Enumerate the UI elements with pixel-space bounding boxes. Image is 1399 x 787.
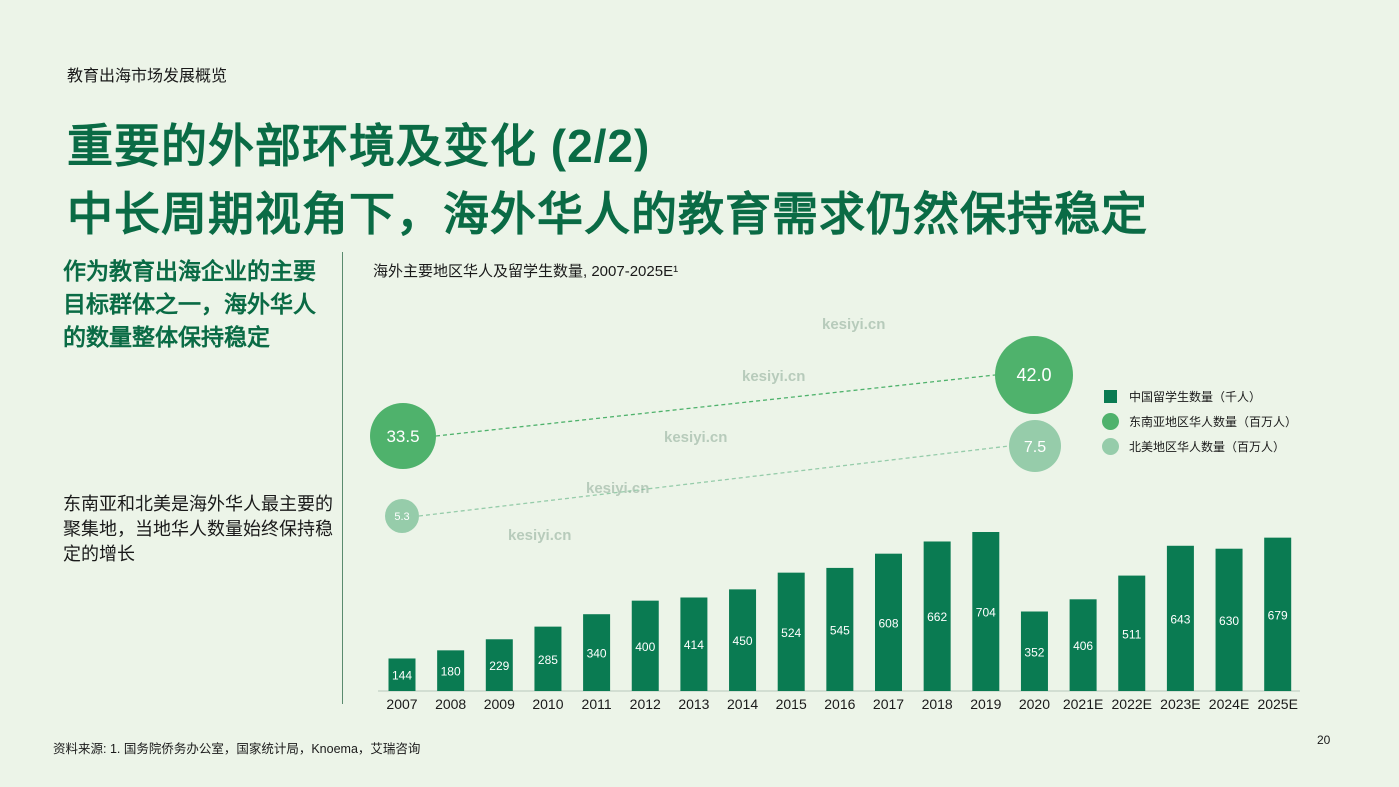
bar-value-label: 704 (976, 606, 996, 620)
x-tick-label: 2025E (1257, 696, 1297, 712)
divider (342, 252, 343, 704)
watermark: kesiyi.cn (664, 429, 728, 446)
bubble-start (385, 499, 419, 533)
x-tick-label: 2016 (824, 696, 855, 712)
x-tick-label: 2013 (678, 696, 709, 712)
bubble-end (995, 336, 1073, 414)
bar-value-label: 144 (392, 669, 412, 683)
lead-text: 作为教育出海企业的主要目标群体之一，海外华人的数量整体保持稳定 (63, 258, 316, 350)
x-tick-label: 2009 (484, 696, 515, 712)
bar-2008 (437, 650, 465, 691)
bar-value-label: 340 (587, 647, 607, 661)
x-tick-label: 2008 (435, 696, 466, 712)
bar-2014 (729, 589, 757, 691)
bar-value-label: 352 (1024, 645, 1044, 659)
bar-2024E (1215, 548, 1243, 691)
bar-2012 (631, 600, 659, 691)
x-tick-label: 2014 (727, 696, 758, 712)
bar-2019 (972, 532, 1000, 691)
bar-value-label: 608 (878, 616, 898, 630)
x-tick-label: 2024E (1209, 696, 1249, 712)
x-tick-label: 2022E (1112, 696, 1152, 712)
bar-value-label: 662 (927, 610, 947, 624)
bar-2015 (777, 572, 805, 691)
x-tick-label: 2010 (532, 696, 563, 712)
legend-swatch-na (1102, 438, 1119, 455)
bar-value-label: 180 (441, 665, 461, 679)
sub-text: 东南亚和北美是海外华人最主要的聚集地，当地华人数量始终保持稳定的增长 (63, 494, 333, 564)
trend-line (418, 445, 1010, 517)
bar-value-label: 229 (489, 659, 509, 673)
bubble-start (370, 403, 436, 469)
section-label: 教育出海市场发展概览 (67, 68, 228, 85)
bubble-end-label: 7.5 (1024, 439, 1046, 456)
legend-item-sea: 东南亚地区华人数量（百万人） (1102, 409, 1298, 434)
bar-2007 (388, 658, 416, 691)
bubble-start-label: 5.3 (394, 511, 409, 523)
x-tick-label: 2021E (1063, 696, 1103, 712)
page-title-line2: 中长周期视角下，海外华人的教育需求仍然保持稳定 (67, 188, 1148, 240)
bar-value-label: 285 (538, 653, 558, 667)
source-note: 资料来源: 1. 国务院侨务办公室，国家统计局，Knoema，艾瑞咨询 (53, 742, 421, 756)
bar-2025E (1264, 537, 1292, 691)
bar-2011 (583, 614, 611, 691)
legend-label-sea: 东南亚地区华人数量（百万人） (1129, 415, 1298, 429)
bar-2018 (923, 541, 951, 691)
page-number: 20 (1317, 733, 1331, 747)
x-tick-label: 2011 (582, 696, 612, 712)
bar-2020 (1020, 611, 1048, 691)
watermark: kesiyi.cn (822, 316, 886, 333)
trend-line (435, 374, 996, 437)
bar-value-label: 400 (635, 640, 655, 654)
bar-value-label: 679 (1268, 608, 1288, 622)
page-title-line1: 重要的外部环境及变化 (2/2) (67, 120, 651, 172)
x-tick-label: 2018 (922, 696, 953, 712)
x-tick-label: 2017 (873, 696, 904, 712)
bar-2013 (680, 597, 708, 691)
x-tick-label: 2020 (1019, 696, 1050, 712)
bar-value-label: 630 (1219, 614, 1239, 628)
x-tick-label: 2007 (386, 696, 417, 712)
x-tick-label: 2019 (970, 696, 1001, 712)
watermark: kesiyi.cn (742, 368, 806, 385)
bar-2023E (1166, 545, 1194, 691)
watermark: kesiyi.cn (508, 527, 572, 544)
bar-value-label: 524 (781, 626, 801, 640)
x-tick-label: 2023E (1160, 696, 1200, 712)
x-tick-label: 2012 (630, 696, 661, 712)
bubble-start-label: 33.5 (386, 427, 419, 446)
bubble-end-label: 42.0 (1016, 365, 1051, 385)
bar-2009 (485, 639, 513, 691)
bar-value-label: 511 (1122, 627, 1141, 641)
legend-item-students: 中国留学生数量（千人） (1104, 384, 1297, 409)
bubble-end (1009, 420, 1061, 472)
bar-value-label: 414 (684, 638, 704, 652)
legend-item-na: 北美地区华人数量（百万人） (1102, 434, 1297, 459)
bar-value-label: 545 (830, 623, 850, 637)
legend-swatch-bar (1104, 390, 1117, 403)
bar-2017 (875, 553, 902, 691)
x-tick-label: 2015 (776, 696, 807, 712)
bar-value-label: 643 (1170, 612, 1190, 626)
bar-2022E (1118, 575, 1146, 691)
chart-legend: 中国留学生数量（千人） 东南亚地区华人数量（百万人） 北美地区华人数量（百万人） (1102, 384, 1298, 459)
bar-value-label: 450 (733, 634, 753, 648)
legend-swatch-sea (1102, 413, 1119, 430)
legend-label-na: 北美地区华人数量（百万人） (1129, 440, 1286, 454)
legend-label-students: 中国留学生数量（千人） (1129, 390, 1262, 404)
bar-value-label: 406 (1073, 639, 1093, 653)
bar-2010 (534, 626, 562, 691)
bar-2021E (1069, 599, 1097, 691)
chart-title: 海外主要地区华人及留学生数量, 2007-2025E¹ (373, 263, 679, 280)
bar-2016 (826, 567, 854, 691)
watermark: kesiyi.cn (586, 480, 650, 497)
